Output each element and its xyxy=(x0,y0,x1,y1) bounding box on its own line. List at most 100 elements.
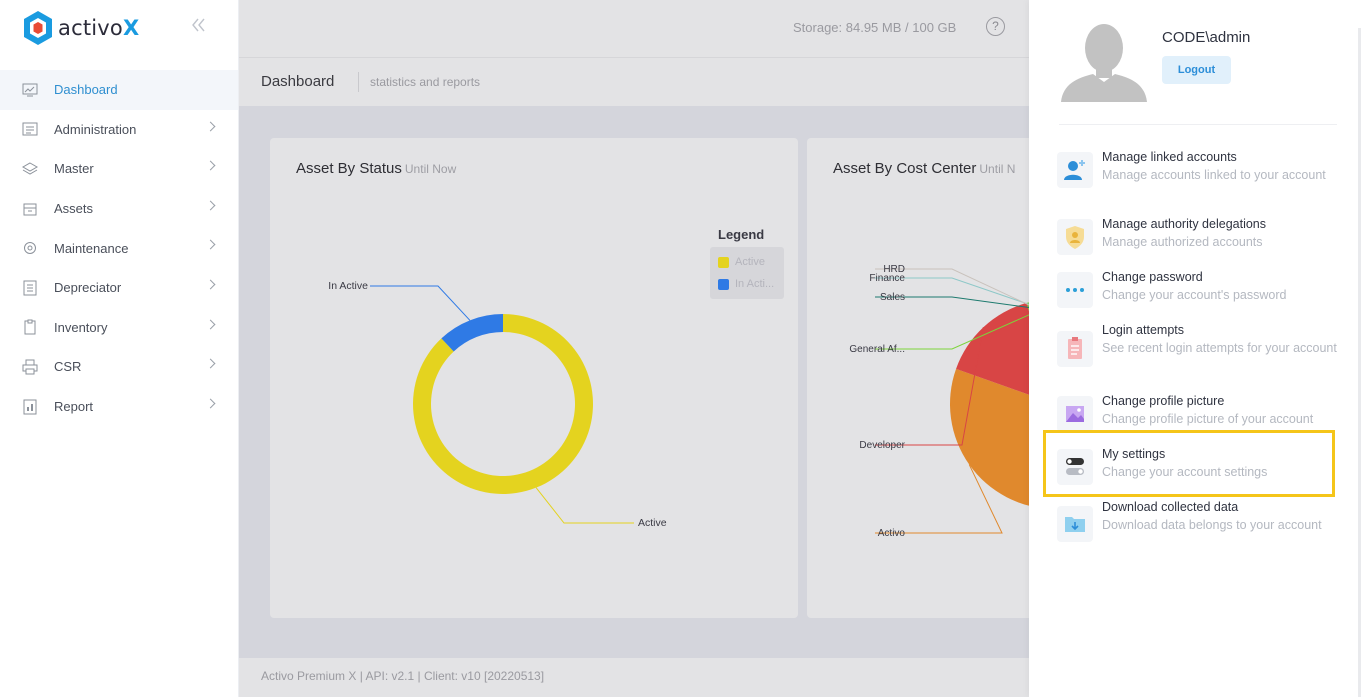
legend-swatch xyxy=(718,278,729,290)
legend-item-active[interactable]: Active xyxy=(718,255,765,269)
asset-status-chart: Active In Active xyxy=(328,280,667,529)
clipboard-list-icon xyxy=(1057,331,1093,367)
highlight-box xyxy=(1043,430,1335,497)
sidebar-item-label: Depreciator xyxy=(54,280,122,296)
donut-slice-active[interactable] xyxy=(413,314,593,494)
double-chevron-left-icon xyxy=(192,18,205,32)
slice-label: In Active xyxy=(328,280,368,292)
sidebar-item-label: Maintenance xyxy=(54,240,129,256)
menu-item-title: Change profile picture xyxy=(1102,394,1225,408)
menu-item-title: Login attempts xyxy=(1102,323,1184,337)
activo-hexagon-icon xyxy=(24,11,52,45)
legend-label: Active xyxy=(735,256,765,268)
box-icon xyxy=(23,203,37,216)
folder-download-icon xyxy=(1057,506,1093,542)
manage-linked-accounts-item[interactable]: Manage linked accounts Manage accounts l… xyxy=(1057,150,1337,200)
menu-item-title: Manage authority delegations xyxy=(1102,217,1267,231)
sidebar-item-report[interactable]: Report xyxy=(0,387,238,427)
donut-slice-in-active[interactable] xyxy=(441,314,503,352)
sidebar-item-assets[interactable]: Assets xyxy=(0,189,238,229)
menu-item-title: My settings xyxy=(1102,447,1166,461)
leader-line xyxy=(875,327,984,446)
menu-item-title: Change password xyxy=(1102,270,1203,284)
sidebar-item-depreciator[interactable]: Depreciator xyxy=(0,268,238,308)
legend-title: Legend xyxy=(718,227,765,242)
login-attempts-item[interactable]: Login attempts See recent login attempts… xyxy=(1057,323,1337,373)
storage-usage: Storage: 84.95 MB / 100 GB xyxy=(793,20,957,35)
chevron-right-icon xyxy=(205,239,216,250)
slice-label: Developer xyxy=(859,440,905,451)
chevron-right-icon xyxy=(205,279,216,290)
menu-item-desc: See recent login attempts for your accou… xyxy=(1102,341,1337,355)
legend-item-inactive[interactable]: In Acti... xyxy=(718,277,774,291)
sidebar-item-maintenance[interactable]: Maintenance xyxy=(0,228,238,268)
menu-item-desc: Change profile picture of your account xyxy=(1102,412,1314,426)
brand-logo[interactable]: activoX xyxy=(22,10,139,46)
slice-label: General Af... xyxy=(849,344,905,355)
image-icon xyxy=(1057,396,1093,432)
menu-item-desc: Download data belongs to your account xyxy=(1102,518,1322,532)
sidebar-item-master[interactable]: Master xyxy=(0,149,238,189)
layers-icon xyxy=(22,162,38,175)
menu-item-title: Download collected data xyxy=(1102,500,1239,514)
sidebar: activoX Dashboard Administration Master … xyxy=(0,0,239,697)
slice-label: Finance xyxy=(869,273,905,284)
monitor-chart-icon xyxy=(22,83,38,97)
sidebar-item-label: Report xyxy=(54,399,94,415)
sidebar-item-label: Master xyxy=(54,161,94,177)
card-title: Asset By Cost Center Until N xyxy=(833,160,1016,177)
sidebar-item-label: Dashboard xyxy=(54,82,118,98)
menu-item-title: Manage linked accounts xyxy=(1102,150,1237,164)
chevron-right-icon xyxy=(205,121,216,132)
legend-label: In Acti... xyxy=(735,278,775,290)
menu-item-desc: Change your account settings xyxy=(1102,465,1268,479)
sidebar-item-csr[interactable]: CSR xyxy=(0,347,238,387)
sidebar-nav: Dashboard Administration Master Assets M… xyxy=(0,70,238,426)
slice-label: Active xyxy=(638,517,667,529)
shield-user-icon xyxy=(1057,219,1093,255)
change-password-item[interactable]: Change password Change your account's pa… xyxy=(1057,270,1337,310)
help-icon[interactable]: ? xyxy=(986,17,1005,36)
chevron-right-icon xyxy=(205,319,216,330)
logout-button[interactable]: Logout xyxy=(1162,56,1231,84)
change-profile-picture-item[interactable]: Change profile picture Change profile pi… xyxy=(1057,394,1337,434)
page-title: Dashboard xyxy=(261,73,335,90)
chevron-right-icon xyxy=(205,200,216,211)
slice-label: HRD xyxy=(883,264,905,275)
sidebar-item-label: CSR xyxy=(54,359,82,375)
gear-icon xyxy=(24,242,36,255)
clipboard-icon xyxy=(24,319,36,335)
username: CODE\admin xyxy=(1162,29,1251,46)
panel-scrollbar[interactable] xyxy=(1358,28,1361,697)
download-collected-data-item[interactable]: Download collected data Download data be… xyxy=(1057,500,1337,550)
sidebar-item-label: Assets xyxy=(54,201,94,217)
chevron-right-icon xyxy=(205,398,216,409)
my-settings-item[interactable]: My settings Change your account settings xyxy=(1057,447,1337,487)
card-title: Asset By Status Until Now xyxy=(296,160,457,177)
chevron-right-icon xyxy=(205,358,216,369)
sidebar-item-dashboard[interactable]: Dashboard xyxy=(0,70,238,110)
panel-divider xyxy=(1059,124,1337,125)
chart-legend: Active In Acti... xyxy=(710,247,784,299)
report-icon xyxy=(23,399,37,415)
toggle-icon xyxy=(1057,449,1093,485)
slice-label: Sales xyxy=(880,292,905,303)
dots-icon xyxy=(1057,272,1093,308)
ledger-icon xyxy=(23,280,37,296)
user-panel: CODE\admin Logout Manage linked accounts… xyxy=(1029,0,1366,697)
sidebar-item-administration[interactable]: Administration xyxy=(0,110,238,150)
page-subtitle: statistics and reports xyxy=(370,75,481,89)
collapse-sidebar-button[interactable] xyxy=(190,17,210,39)
avatar xyxy=(1061,24,1147,102)
chevron-right-icon xyxy=(205,160,216,171)
slice-label: Activo xyxy=(878,528,906,539)
manage-authority-delegations-item[interactable]: Manage authority delegations Manage auth… xyxy=(1057,217,1337,257)
version-info: Activo Premium X | API: v2.1 | Client: v… xyxy=(261,669,545,683)
printer-icon xyxy=(22,359,38,375)
sidebar-item-label: Inventory xyxy=(54,319,108,335)
leader-line xyxy=(535,487,634,524)
admin-list-icon xyxy=(22,122,38,136)
pie-slice-activo[interactable] xyxy=(950,368,1055,509)
sidebar-item-label: Administration xyxy=(54,121,137,137)
sidebar-item-inventory[interactable]: Inventory xyxy=(0,308,238,348)
